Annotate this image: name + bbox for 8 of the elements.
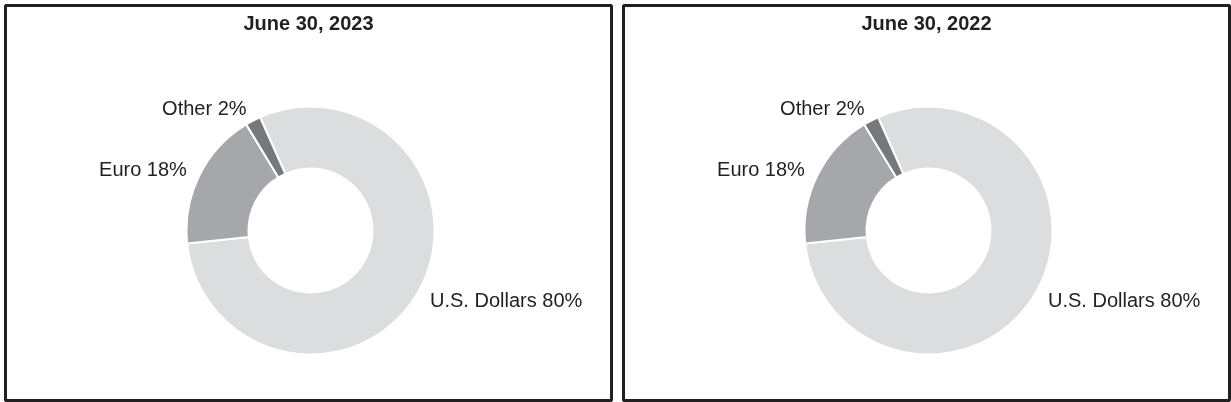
slice-label: U.S. Dollars 80% <box>1048 288 1201 311</box>
chart-title: June 30, 2023 <box>243 11 374 34</box>
slice-label: Euro 18% <box>717 158 806 181</box>
slice-label: Other 2% <box>780 97 865 120</box>
chart-title: June 30, 2022 <box>861 11 992 34</box>
slice-label: Euro 18% <box>99 158 188 181</box>
slice-label: U.S. Dollars 80% <box>430 288 583 311</box>
slice-label: Other 2% <box>162 97 247 120</box>
